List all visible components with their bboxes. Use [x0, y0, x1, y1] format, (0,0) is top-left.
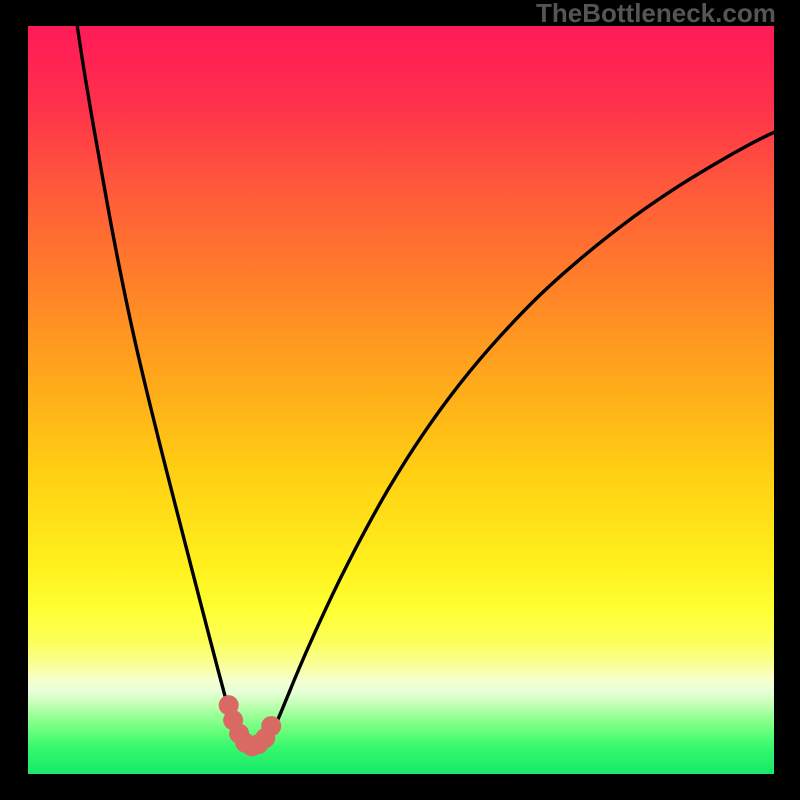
bottleneck-chart	[0, 0, 800, 800]
valley-marker	[261, 716, 281, 736]
frame-border	[0, 0, 28, 800]
gradient-background	[28, 26, 774, 774]
frame-border	[0, 774, 800, 800]
frame-border	[774, 0, 800, 800]
watermark-text: TheBottleneck.com	[536, 0, 776, 29]
